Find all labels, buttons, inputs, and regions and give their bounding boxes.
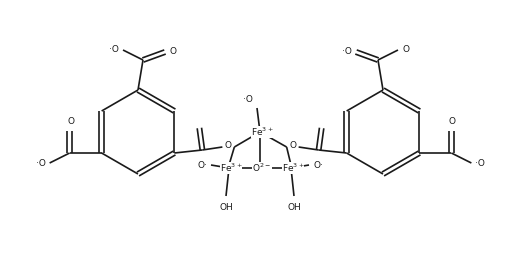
Text: O·: O· (197, 161, 207, 170)
Text: O: O (169, 47, 177, 55)
Text: OH: OH (219, 204, 233, 213)
Text: O$^{2-}$: O$^{2-}$ (253, 162, 271, 174)
Text: ·O: ·O (476, 159, 485, 169)
Text: ·O: ·O (342, 47, 352, 55)
Text: O·: O· (313, 161, 323, 170)
Text: O: O (225, 141, 232, 150)
Text: Fe$^{3+}$: Fe$^{3+}$ (220, 162, 242, 174)
Text: O: O (67, 118, 74, 127)
Text: ·O: ·O (36, 159, 45, 169)
Text: O: O (289, 141, 296, 150)
Text: O: O (449, 118, 456, 127)
Text: ·O: ·O (109, 44, 119, 53)
Text: OH: OH (287, 204, 301, 213)
Text: Fe$^{3+}$: Fe$^{3+}$ (251, 126, 274, 138)
Text: ·O: ·O (243, 95, 253, 104)
Text: Fe$^{3+}$: Fe$^{3+}$ (282, 162, 304, 174)
Text: O: O (403, 44, 410, 53)
